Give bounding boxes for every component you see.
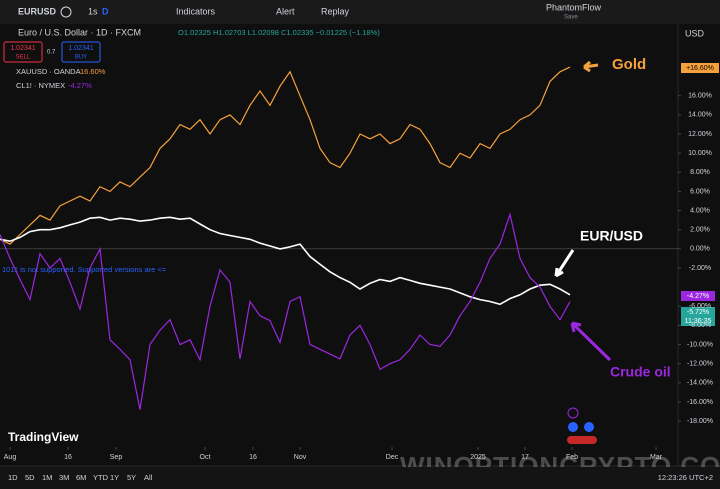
replay[interactable]: Replay	[321, 6, 350, 16]
arrow	[570, 321, 612, 362]
y-tick-label: -12.00%	[687, 361, 713, 368]
event-icon[interactable]	[567, 407, 579, 419]
add-symbol[interactable]	[60, 6, 72, 18]
range[interactable]: D	[102, 6, 109, 16]
range-button[interactable]: 5Y	[127, 473, 136, 482]
range-button[interactable]: YTD	[93, 473, 109, 482]
price-tag	[681, 63, 719, 73]
alert[interactable]: Alert	[276, 6, 295, 16]
range-button[interactable]: 3M	[59, 473, 69, 482]
range-button[interactable]: All	[144, 473, 153, 482]
buy-button[interactable]	[61, 41, 101, 63]
price-tag	[681, 307, 715, 326]
y-tick-label: 8.00%	[690, 169, 710, 176]
symbol[interactable]: EURUSD	[18, 6, 57, 16]
error-text: 1011 is not supported. Supported version…	[2, 265, 167, 274]
x-tick-label: 17	[521, 454, 529, 461]
arrow	[554, 249, 575, 278]
range-button[interactable]: 1D	[8, 473, 18, 482]
oil-symbol: CL1! · NYMEX	[16, 81, 65, 90]
x-tick-label: Sep	[110, 454, 123, 461]
series-line	[0, 66, 571, 245]
y-tick-label: 6.00%	[690, 188, 710, 195]
x-tick-label: Mar	[650, 454, 663, 461]
range-button[interactable]: 1M	[42, 473, 52, 482]
layout-name[interactable]: PhantomFlow	[546, 2, 602, 12]
countdown: 11:36:35	[685, 318, 712, 325]
event-icon[interactable]	[567, 436, 597, 444]
series-annotation: Gold	[612, 56, 646, 73]
arrow	[583, 60, 599, 73]
buy-price[interactable]: 1.02341	[68, 45, 93, 52]
bottom-toolbar	[0, 467, 720, 489]
x-tick-label: Nov	[294, 454, 307, 461]
y-tick-label: -2.00%	[689, 265, 711, 272]
y-tick-label: -8.00%	[689, 322, 711, 329]
y-tick-label: -6.00%	[689, 303, 711, 310]
x-tick-label: 16	[64, 454, 72, 461]
range-button[interactable]: 1Y	[110, 473, 119, 482]
y-tick-label: -14.00%	[687, 380, 713, 387]
oil-change: -4.27%	[68, 81, 92, 90]
y-tick-label: 0.00%	[690, 246, 710, 253]
save[interactable]: Save	[564, 15, 578, 21]
x-tick-label: Aug	[4, 454, 17, 461]
y-tick-label: -10.00%	[687, 341, 713, 348]
y-tick-label: 2.00%	[690, 227, 710, 234]
logo: TradingView	[8, 430, 79, 444]
legend-main: Euro / U.S. Dollar · 1D · FXCM	[18, 27, 141, 37]
range-button[interactable]: 5D	[25, 473, 35, 482]
price-tag-text: -4.27%	[687, 293, 709, 300]
event-icon[interactable]	[584, 422, 594, 432]
range-button[interactable]: 6M	[76, 473, 86, 482]
y-tick-label: 16.00%	[688, 93, 712, 100]
gold-change: 16.60%	[80, 67, 106, 76]
price-tag	[681, 291, 715, 301]
series-annotation: EUR/USD	[580, 228, 643, 244]
price-tag-text: -5.72%	[687, 309, 709, 316]
top-toolbar	[0, 0, 720, 24]
y-tick-label: 4.00%	[690, 207, 710, 214]
series-annotation: Crude oil	[610, 364, 671, 380]
sell-button[interactable]	[3, 41, 43, 63]
spread: 0.7	[47, 50, 56, 56]
price-tag-text: +16.60%	[686, 65, 714, 72]
sell-label[interactable]: SELL	[16, 55, 31, 61]
series-line	[0, 212, 571, 410]
x-tick-label: 2025	[470, 454, 486, 461]
y-tick-label: 12.00%	[688, 131, 712, 138]
series-line	[0, 216, 571, 306]
event-icon[interactable]	[568, 422, 578, 432]
y-tick-label: -18.00%	[687, 418, 713, 425]
x-tick-label: Dec	[386, 454, 399, 461]
x-tick-label: 16	[249, 454, 257, 461]
clock: 12:23:26 UTC+2	[658, 473, 713, 482]
legend-ohlc: O1.02325 H1.02703 L1.02098 C1.02335 −0.0…	[178, 28, 380, 37]
y-tick-label: -16.00%	[687, 399, 713, 406]
sell-price[interactable]: 1.02341	[10, 45, 35, 52]
indicators[interactable]: Indicators	[176, 6, 216, 16]
currency[interactable]: USD	[685, 28, 705, 38]
interval[interactable]: 1s	[88, 6, 98, 16]
buy-label[interactable]: BUY	[75, 55, 87, 61]
y-tick-label: 10.00%	[688, 150, 712, 157]
y-tick-label: 14.00%	[688, 112, 712, 119]
gold-symbol: XAUUSD · OANDA	[16, 67, 81, 76]
x-tick-label: Feb	[566, 454, 578, 461]
x-tick-label: Oct	[200, 454, 211, 461]
